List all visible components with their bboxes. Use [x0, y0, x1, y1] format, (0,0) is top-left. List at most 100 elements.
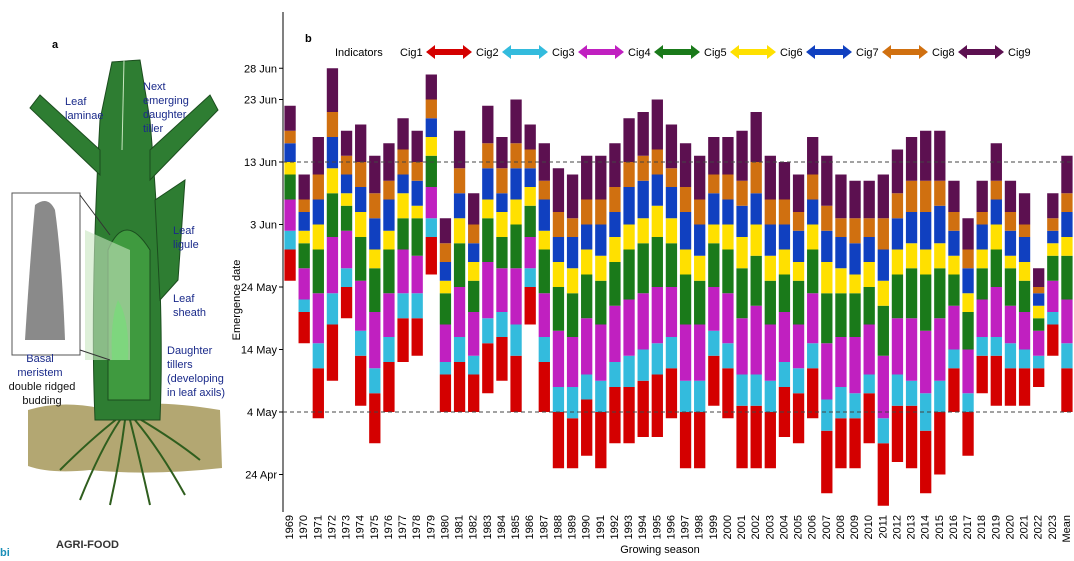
bar-segment	[411, 180, 423, 206]
bar-segment	[665, 187, 678, 219]
legend-title: Indicators	[335, 47, 383, 59]
zoom-line	[79, 349, 111, 361]
bar-segment	[496, 212, 508, 237]
bar-segment	[708, 193, 720, 225]
bar-segment	[566, 293, 579, 337]
bar-segment	[496, 337, 508, 381]
x-tick-label: 2011	[877, 515, 889, 539]
legend-label: Cig5	[704, 47, 727, 59]
bar-segment	[708, 174, 720, 194]
bar-segment	[383, 337, 395, 362]
bar-segment	[595, 280, 607, 325]
bar-segment	[1018, 280, 1031, 312]
bar-segment	[482, 199, 494, 219]
bar-segment	[340, 130, 353, 156]
bar-segment	[807, 224, 819, 250]
bar-segment	[637, 180, 649, 219]
bar-segment	[764, 155, 776, 200]
bar-segment	[722, 137, 734, 175]
bar-segment	[1018, 312, 1031, 350]
bar-segment	[453, 130, 466, 169]
bar-segment	[609, 362, 621, 387]
bar-segment	[397, 293, 409, 319]
x-tick-label: 2014	[920, 515, 932, 539]
bar-segment	[312, 199, 324, 225]
logo-text: AGRI-FOOD	[56, 539, 119, 551]
roots	[59, 417, 201, 506]
x-tick-label: 2001	[736, 515, 748, 539]
zoom-line	[79, 194, 111, 236]
x-tick-label: 2023	[1047, 515, 1059, 539]
bar-segment	[750, 224, 762, 256]
bar-segment	[439, 243, 452, 262]
bar-segment	[736, 318, 748, 375]
y-axis-label: Emergence date	[231, 260, 243, 341]
x-tick-label: 2019	[990, 515, 1002, 539]
bar-segment	[835, 418, 847, 469]
bar-segment	[340, 287, 353, 319]
x-tick-label: 1990	[581, 515, 593, 539]
bar-segment	[496, 137, 508, 169]
bar-segment	[1047, 243, 1059, 256]
bar-segment	[623, 162, 635, 187]
legend-label: Cig2	[476, 47, 499, 59]
x-tick-label: 1980	[439, 515, 451, 539]
bar-segment	[934, 318, 946, 381]
bar-segment	[468, 355, 480, 375]
x-tick-label: Mean	[1061, 515, 1073, 543]
bar-segment	[905, 243, 918, 269]
bar-segment	[962, 393, 974, 412]
bar-segment	[1033, 355, 1045, 369]
bar-segment	[651, 174, 663, 206]
bar-segment	[439, 374, 452, 412]
bar-segment	[397, 174, 409, 194]
bar-segment	[920, 393, 932, 431]
bar-segment	[637, 218, 649, 244]
bar-segment	[891, 274, 904, 319]
bar-segment	[1033, 368, 1045, 387]
x-tick-label: 1985	[510, 515, 522, 539]
bar-segment	[510, 224, 522, 269]
bar-segment	[411, 318, 423, 356]
annotation: (developing	[167, 373, 224, 385]
legend-label: Cig9	[1008, 47, 1031, 59]
bar-segment	[637, 380, 649, 437]
bar-segment	[891, 374, 904, 406]
bar-segment	[1061, 255, 1073, 300]
bar-segment	[934, 180, 946, 206]
x-tick-label: 2003	[764, 515, 776, 539]
bar-segment	[948, 180, 960, 212]
bar-segment	[764, 324, 776, 381]
bar-segment	[877, 305, 889, 356]
legend-arrow	[578, 45, 624, 59]
bar-segment	[312, 343, 324, 369]
bar-segment	[863, 262, 875, 287]
bar-segment	[453, 362, 466, 412]
x-tick-label: 2022	[1033, 515, 1045, 539]
bar-segment	[482, 143, 494, 169]
bar-segment	[355, 355, 367, 406]
bar-segment	[538, 199, 550, 231]
bar-segment	[383, 293, 395, 337]
bar-segment	[1047, 324, 1059, 356]
bar-segment	[369, 312, 381, 369]
legend-label: Cig4	[628, 47, 651, 59]
bar-segment	[948, 230, 960, 256]
bar-segment	[990, 224, 1002, 250]
bar-segment	[1004, 180, 1017, 212]
bar-segment	[312, 293, 324, 344]
y-tick-label: 14 May	[241, 345, 278, 357]
bar-segment	[482, 343, 494, 394]
annotation: sheath	[173, 307, 206, 319]
bar-segment	[679, 324, 692, 381]
bar-segment	[524, 287, 536, 325]
bar-segment	[920, 130, 932, 181]
bar-segment	[764, 380, 776, 412]
bar-segment	[439, 218, 452, 244]
bar-segment	[1033, 305, 1045, 319]
bar-segment	[581, 199, 593, 225]
bar-segment	[425, 74, 437, 100]
bar-segment	[566, 174, 579, 219]
bar-segment	[524, 124, 536, 150]
bar-segment	[736, 268, 748, 319]
